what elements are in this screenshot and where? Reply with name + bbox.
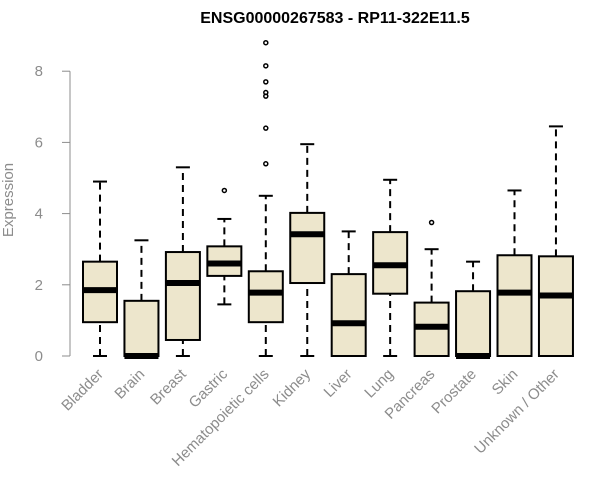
- outlier-point: [428, 219, 435, 226]
- box-9: [455, 260, 492, 359]
- chart-title: ENSG00000267583 - RP11-322E11.5: [200, 10, 470, 27]
- x-category-label: Brain: [111, 366, 148, 403]
- x-category-label: Skin: [489, 366, 522, 399]
- box-iqr: [455, 290, 492, 358]
- box-iqr: [247, 270, 284, 324]
- box-iqr: [330, 273, 367, 357]
- box-10: [496, 189, 533, 357]
- x-category-label: Lung: [361, 366, 397, 402]
- outlier-point: [221, 187, 228, 194]
- y-tick-label: 4: [35, 206, 43, 223]
- box-iqr: [123, 299, 160, 358]
- y-tick-label: 6: [35, 134, 43, 151]
- box-7: [372, 178, 409, 357]
- outlier-point: [263, 39, 269, 46]
- box-4: [247, 39, 284, 357]
- x-category-label: Liver: [321, 366, 356, 401]
- x-category-label: Prostate: [428, 366, 480, 418]
- box-11: [537, 125, 574, 358]
- y-tick-label: 8: [35, 63, 43, 80]
- box-8: [413, 219, 450, 358]
- outlier-point: [263, 79, 269, 85]
- y-tick-label: 0: [35, 348, 43, 365]
- box-iqr: [496, 254, 533, 357]
- box-1: [123, 239, 160, 359]
- outlier-point: [263, 125, 269, 131]
- box-3: [206, 187, 243, 306]
- x-category-label: Kidney: [270, 365, 315, 410]
- box-0: [82, 180, 118, 357]
- box-2: [164, 166, 201, 357]
- outlier-point: [263, 63, 269, 69]
- box-iqr: [289, 211, 326, 285]
- x-category-label: Breast: [147, 365, 190, 408]
- box-6: [330, 230, 367, 357]
- y-axis-label: Expression: [0, 163, 17, 237]
- y-tick-label: 2: [35, 277, 43, 294]
- outlier-point: [263, 161, 269, 167]
- outlier-point: [263, 89, 269, 96]
- box-iqr: [164, 251, 201, 341]
- x-category-label: Bladder: [58, 366, 107, 415]
- box-iqr: [537, 255, 574, 358]
- box-5: [289, 143, 326, 357]
